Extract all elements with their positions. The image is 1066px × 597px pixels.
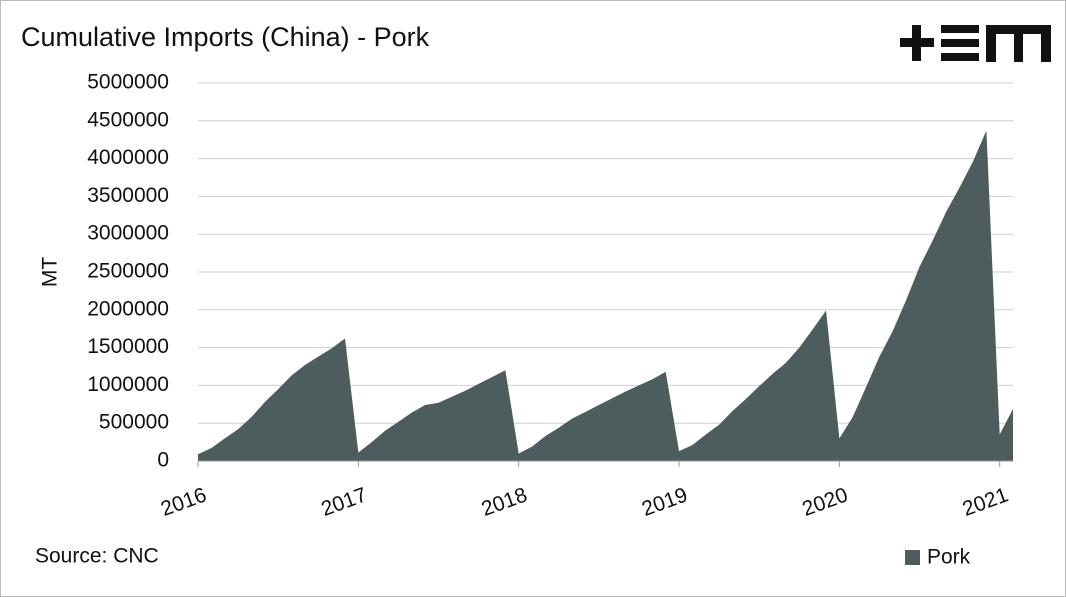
legend-swatch [905, 550, 920, 565]
x-tick-label: 2021 [960, 483, 1012, 521]
chart-title: Cumulative Imports (China) - Pork [21, 22, 430, 52]
y-tick-label: 3500000 [87, 184, 169, 207]
y-tick-label: 5000000 [87, 71, 169, 94]
y-tick-label: 1500000 [87, 335, 169, 358]
x-tick-label: 2016 [158, 483, 210, 521]
area [198, 130, 1013, 462]
logo [900, 25, 1051, 62]
y-tick-label: 2500000 [87, 260, 169, 283]
x-tick-label: 2019 [639, 483, 691, 521]
y-tick-label: 4000000 [87, 146, 169, 169]
source-note: Source: CNC [35, 545, 159, 568]
y-tick-label: 2000000 [87, 297, 169, 320]
y-tick-label: 500000 [99, 411, 169, 434]
y-axis-label: MT [39, 257, 62, 287]
y-tick-label: 4500000 [87, 108, 169, 131]
x-tick-label: 2018 [479, 483, 531, 521]
legend-label: Pork [927, 546, 971, 569]
y-tick-label: 1000000 [87, 373, 169, 396]
x-tick-label: 2020 [799, 483, 851, 521]
y-tick-label: 3000000 [87, 222, 169, 245]
x-tick-label: 2017 [318, 483, 370, 521]
y-tick-label: 0 [157, 449, 169, 472]
